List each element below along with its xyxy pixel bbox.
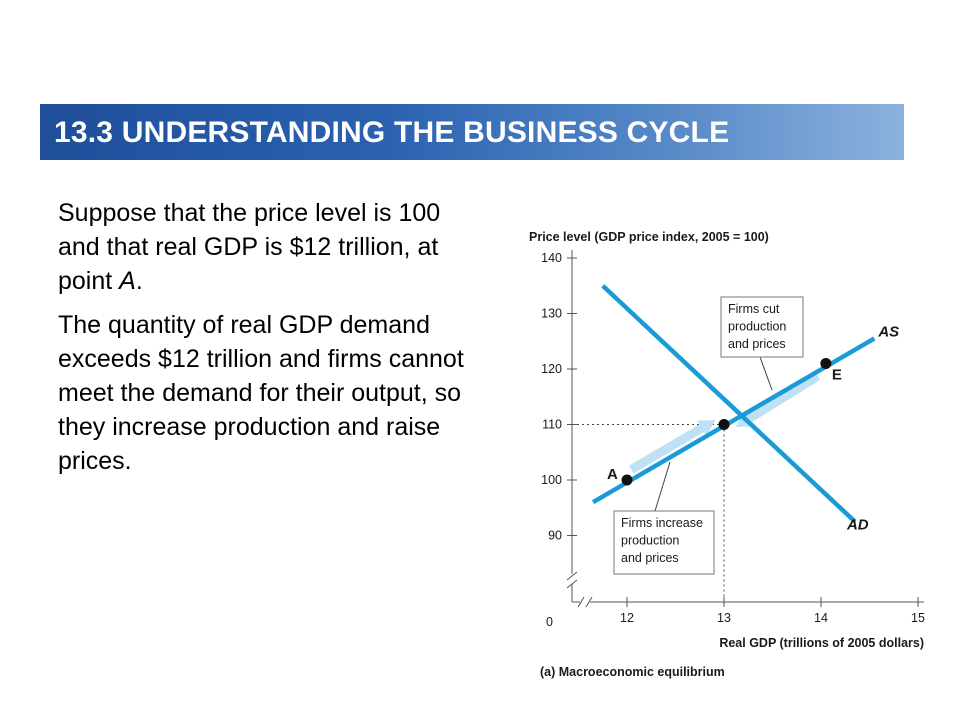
- y-tick-label: 130: [541, 307, 562, 321]
- annotation-firms-cut-text-line: Firms cut: [728, 302, 780, 316]
- annotation-firms-cut-text-line: and prices: [728, 337, 786, 351]
- y-tick-label: 100: [541, 473, 562, 487]
- x-tick-label: 15: [911, 611, 925, 625]
- x-axis-break-mark: [577, 596, 585, 608]
- origin-label: 0: [546, 615, 553, 629]
- chart-caption: (a) Macroeconomic equilibrium: [540, 665, 725, 679]
- annotation-firms-cut-box: [720, 296, 804, 358]
- paragraph-1-point: A: [119, 267, 136, 295]
- macro-equilibrium-chart: Price level (GDP price index, 2005 = 100…: [529, 230, 925, 679]
- annotation-firms-cut-leader: [759, 356, 773, 391]
- y-axis-title: Price level (GDP price index, 2005 = 100…: [529, 230, 769, 244]
- cut-arrow-shaft: [741, 372, 821, 426]
- increase-arrow-head: [697, 420, 716, 436]
- body-text: Suppose that the price level is 100 and …: [58, 196, 478, 488]
- point-a: [621, 474, 633, 486]
- slide-title: 13.3 UNDERSTANDING THE BUSINESS CYCLE: [54, 116, 730, 149]
- point-label-a: A: [607, 466, 618, 483]
- x-tick-label: 12: [620, 611, 634, 625]
- annotation-firms-increase-text-line: production: [621, 534, 679, 548]
- paragraph-2: The quantity of real GDP demand exceeds …: [58, 311, 464, 475]
- x-tick-label: 14: [814, 611, 828, 625]
- y-tick-label: 90: [548, 529, 562, 543]
- increase-arrow-shaft: [628, 421, 710, 474]
- x-tick-label: 13: [717, 611, 731, 625]
- paragraph-1-text: Suppose that the price level is 100 and …: [58, 199, 441, 295]
- paragraph-1-end: .: [135, 267, 143, 295]
- point-e: [820, 357, 832, 369]
- curve-label-as: AS: [877, 323, 899, 340]
- curve-as: [591, 336, 876, 505]
- curve-ad: [601, 284, 857, 524]
- annotation-firms-increase-text-line: and prices: [621, 551, 679, 565]
- annotation-firms-increase-leader: [654, 461, 671, 512]
- x-axis-title: Real GDP (trillions of 2005 dollars): [719, 636, 924, 650]
- y-tick-label: 120: [541, 362, 562, 376]
- point-equilibrium: [718, 419, 730, 430]
- y-tick-label: 140: [541, 251, 562, 265]
- x-axis-break-mark: [585, 596, 593, 608]
- annotation-firms-increase-box: [613, 510, 715, 575]
- y-axis-break-mark: [566, 571, 578, 581]
- annotation-firms-increase-text-line: Firms increase: [621, 516, 703, 530]
- point-label-e: E: [832, 366, 842, 383]
- y-tick-label: 110: [542, 418, 562, 432]
- y-axis-break-mark: [566, 579, 578, 589]
- title-banner: 13.3 UNDERSTANDING THE BUSINESS CYCLE: [40, 104, 904, 160]
- curve-label-ad: AD: [846, 517, 869, 534]
- paragraph-1: Suppose that the price level is 100 and …: [58, 196, 478, 298]
- annotation-firms-cut-text-line: production: [728, 320, 786, 334]
